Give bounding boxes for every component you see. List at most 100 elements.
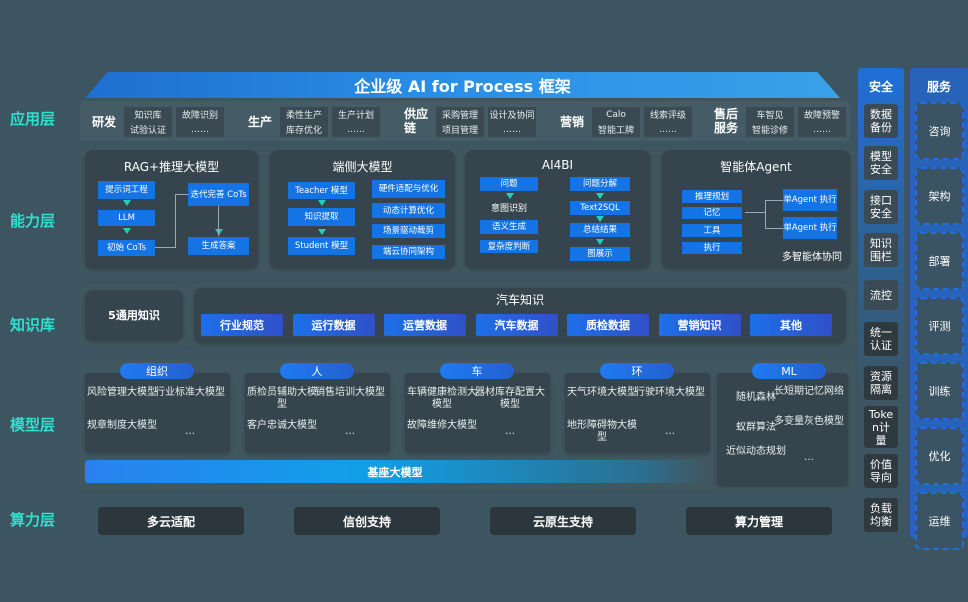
- knowledge-item: 汽车数据: [475, 314, 558, 336]
- app-item: 柔性生产: [280, 107, 328, 122]
- capability-box: 迭代完善 CoTs: [188, 183, 249, 206]
- model-item: 客户忠诚大模型: [247, 420, 317, 431]
- model-item: 多变量灰色模型: [774, 416, 844, 427]
- arrow-down-icon: [318, 200, 326, 206]
- app-item: Calo: [592, 107, 640, 122]
- arrow-down-icon: [596, 193, 604, 199]
- layer-label-compute: 算力层: [10, 511, 56, 529]
- connector-line: [218, 206, 219, 236]
- capability-box: 问题分解: [570, 177, 630, 191]
- security-item: 接口安全: [864, 190, 898, 224]
- model-item: …: [804, 452, 814, 463]
- capability-box: 硬件适配与优化: [372, 180, 445, 198]
- model-item: 行驶环境大模型: [635, 387, 705, 398]
- security-item: 资源隔离: [864, 366, 898, 400]
- capability-box: 总结结果: [570, 223, 630, 237]
- model-item: 故障维修大模型: [407, 420, 477, 431]
- app-item: 试验认证: [124, 122, 172, 137]
- service-item: 部署: [915, 232, 964, 290]
- model-item: 随机森林: [736, 392, 776, 403]
- capability-box: 生成答案: [188, 237, 249, 255]
- app-item: 智能诊修: [746, 122, 794, 137]
- service-item: 评测: [915, 297, 964, 355]
- service-item: 架构: [915, 167, 964, 225]
- model-item: 长短期记忆网络: [774, 386, 844, 397]
- service-item: 咨询: [915, 102, 964, 160]
- capability-box: 记忆: [682, 207, 742, 219]
- capability-box: 问题: [480, 177, 538, 191]
- compute-item: 算力管理: [686, 507, 832, 535]
- arrow-down-icon: [506, 193, 514, 199]
- app-item: ……: [798, 122, 846, 137]
- framework-title: 企业级 AI for Process 框架: [85, 72, 840, 98]
- capability-box: 单Agent 执行: [783, 217, 837, 239]
- model-category-pill: 组织: [120, 363, 194, 379]
- compute-item: 云原生支持: [490, 507, 636, 535]
- model-category-pill: 环: [600, 363, 674, 379]
- arrow-down-icon: [215, 229, 223, 235]
- security-item: 数据备份: [864, 104, 898, 138]
- model-item: 地形障碍物大模型: [567, 420, 637, 443]
- arrow-down-icon: [596, 216, 604, 222]
- service-item: 优化: [915, 427, 964, 485]
- capability-title: RAG+推理大模型: [123, 160, 220, 174]
- capability-title: AI4BI: [541, 158, 574, 172]
- layer-label-app: 应用层: [10, 110, 56, 128]
- capability-box: Text2SQL: [570, 201, 630, 215]
- connector-line: [175, 194, 188, 195]
- capability-box: Teacher 模型: [288, 182, 355, 199]
- arrow-down-icon: [123, 200, 131, 206]
- capability-title: 智能体Agent: [720, 160, 792, 174]
- app-item: 生产计划: [332, 107, 380, 122]
- capability-box: 端云协同架构: [372, 245, 445, 259]
- security-item: 模型安全: [864, 146, 898, 180]
- knowledge-item: 其他: [750, 314, 832, 336]
- general-knowledge-label: 5通用知识: [108, 309, 160, 322]
- app-item: 采购管理: [436, 107, 484, 122]
- model-panel: [565, 373, 710, 452]
- model-panel: [717, 373, 848, 485]
- app-group-label: 研发: [92, 115, 117, 129]
- app-group-label: 供应链: [404, 107, 429, 135]
- model-item: …: [185, 426, 195, 437]
- model-item: …: [505, 426, 515, 437]
- app-item: 智能工牌: [592, 122, 640, 137]
- security-item: 统一认证: [864, 322, 898, 356]
- model-item: 行业标准大模型: [155, 387, 225, 398]
- capability-box: 图展示: [570, 247, 630, 261]
- model-item: 规章制度大模型: [87, 420, 157, 431]
- knowledge-item: 行业规范: [201, 314, 283, 336]
- model-item: 质检员辅助大模型: [247, 387, 317, 410]
- app-item: 知识库: [124, 107, 172, 122]
- model-item: 天气环境大模型: [567, 387, 637, 398]
- capability-title: 端侧大模型: [332, 160, 393, 174]
- capability-box: Student 模型: [288, 237, 355, 255]
- arrow-down-icon: [123, 228, 131, 234]
- base-model-bar: 基座大模型: [85, 460, 705, 483]
- app-item: 线索评级: [644, 107, 692, 122]
- layer-label-knowledge: 知识库: [10, 316, 56, 334]
- security-item: 价值导向: [864, 454, 898, 488]
- capability-text: 多智能体协同: [782, 251, 842, 263]
- capability-box: 场景驱动裁剪: [372, 224, 445, 238]
- capability-box: 语义生成: [480, 220, 538, 234]
- knowledge-item: 运行数据: [292, 314, 375, 336]
- connector-line: [155, 247, 175, 248]
- app-item: ……: [176, 122, 224, 137]
- connector-line: [765, 200, 783, 201]
- model-item: 风险管理大模型: [87, 387, 157, 398]
- arrow-down-icon: [318, 229, 326, 235]
- capability-box: 执行: [682, 242, 742, 254]
- model-item: 器材库存配置大模型: [475, 387, 545, 410]
- capability-box: 知识提取: [288, 208, 355, 226]
- model-category-pill: 车: [440, 363, 514, 379]
- app-item: 库存优化: [280, 122, 328, 137]
- knowledge-item: 运营数据: [384, 314, 466, 336]
- connector-line: [765, 228, 783, 229]
- service-title: 服务: [926, 80, 951, 94]
- app-item: 故障预警: [798, 107, 846, 122]
- capability-box: LLM: [98, 210, 155, 226]
- security-item: Token计量: [864, 406, 898, 448]
- general-knowledge-panel: 5通用知识: [85, 290, 183, 340]
- model-panel: [245, 373, 390, 452]
